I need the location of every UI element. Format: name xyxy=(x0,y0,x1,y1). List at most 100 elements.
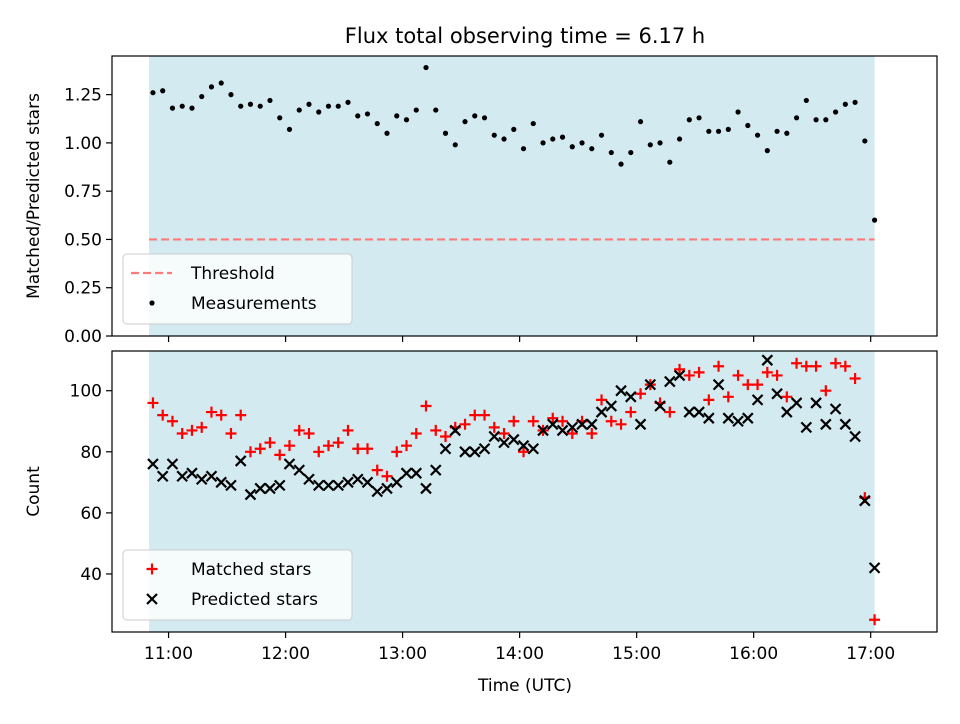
measurements-point xyxy=(754,132,761,138)
measurements-point xyxy=(745,122,751,129)
measurements-point xyxy=(813,117,819,123)
predicted-stars-point xyxy=(264,482,276,495)
measurements-point xyxy=(238,103,244,109)
predicted-stars-point xyxy=(771,387,783,400)
measurements-point xyxy=(618,161,624,167)
x-tick-label: 11:00 xyxy=(144,644,193,664)
predicted-stars-point xyxy=(586,418,598,431)
predicted-stars-point xyxy=(429,464,442,476)
measurements-point xyxy=(491,132,497,138)
matched-stars-point xyxy=(732,369,744,381)
predicted-stars-point xyxy=(742,412,754,424)
predicted-stars-point xyxy=(488,430,501,443)
matched-stars-point xyxy=(527,415,539,427)
predicted-stars-point xyxy=(634,418,647,431)
y-tick-label: 0.75 xyxy=(64,182,102,202)
predicted-stars-point xyxy=(790,397,803,409)
predicted-stars-point xyxy=(859,494,871,507)
measurements-point xyxy=(589,146,595,152)
measurements-point xyxy=(423,64,429,71)
y-tick-label: 100 xyxy=(70,382,102,402)
predicted-stars-point xyxy=(205,470,218,483)
predicted-stars-point xyxy=(595,406,608,418)
measurements-point xyxy=(218,80,224,86)
matched-stars-point xyxy=(781,391,793,403)
chart-title: Flux total observing time = 6.17 h xyxy=(345,24,705,48)
predicted-stars-point xyxy=(712,378,725,391)
axes-frame xyxy=(111,55,938,337)
legend-label: Matched stars xyxy=(191,560,311,580)
matched-stars-point xyxy=(361,443,373,455)
measurements-point xyxy=(472,113,478,119)
measurements-point xyxy=(169,105,176,111)
matched-stars-point xyxy=(703,394,715,406)
measurements-point xyxy=(559,134,566,140)
matched-stars-point xyxy=(488,421,500,433)
measurements-point xyxy=(667,159,673,165)
predicted-stars-point xyxy=(829,403,842,415)
measurements-point xyxy=(676,136,683,142)
measurements-point xyxy=(501,136,507,142)
predicted-stars-point xyxy=(273,479,286,492)
legend-label: Predicted stars xyxy=(191,590,318,610)
matched-stars-point xyxy=(635,388,647,400)
measurements-point xyxy=(296,107,302,113)
matched-stars-point xyxy=(352,443,364,455)
matched-stars-point xyxy=(371,464,383,476)
measurements-point xyxy=(823,117,829,123)
matched-stars-point xyxy=(713,360,725,372)
predicted-stars-point xyxy=(507,433,520,446)
y-tick-label: 80 xyxy=(80,443,102,463)
matched-stars-point xyxy=(410,427,422,439)
matched-stars-point xyxy=(176,427,188,439)
y-tick-label: 1.25 xyxy=(64,86,102,106)
matched-stars-point xyxy=(742,379,754,391)
measurements-point xyxy=(569,144,575,150)
matched-stars-point xyxy=(547,412,559,424)
matched-stars-point xyxy=(693,366,705,378)
predicted-stars-point xyxy=(147,458,159,470)
predicted-stars-point xyxy=(673,369,686,382)
predicted-stars-point xyxy=(371,485,384,498)
predicted-stars-point xyxy=(322,479,335,492)
predicted-stars-point xyxy=(566,421,579,434)
predicted-stars-point xyxy=(683,406,696,418)
measurements-point xyxy=(394,113,400,119)
predicted-stars-point xyxy=(761,354,774,366)
matched-stars-point xyxy=(839,360,851,372)
matched-stars-point xyxy=(420,400,432,412)
x-tick-label: 12:00 xyxy=(261,644,310,664)
predicted-stars-point xyxy=(342,476,354,489)
predicted-stars-point xyxy=(703,412,715,424)
matched-stars-point xyxy=(722,391,734,403)
measurements-point xyxy=(374,120,380,127)
predicted-stars-point xyxy=(468,446,481,458)
y-axis-label: Matched/Predicted stars xyxy=(24,93,44,299)
legend-predicted-swatch xyxy=(146,593,158,605)
measurements-point xyxy=(637,119,644,125)
measurements-point xyxy=(764,148,770,154)
measurements-point xyxy=(842,101,848,107)
measurements-point xyxy=(832,109,839,115)
measurements-point xyxy=(511,126,517,132)
matched-stars-point xyxy=(235,409,247,421)
predicted-stars-point xyxy=(156,470,169,483)
matched-stars-point xyxy=(518,446,530,458)
matched-stars-point xyxy=(244,446,256,458)
matched-stars-point xyxy=(625,406,637,418)
matched-stars-point xyxy=(440,431,452,443)
predicted-stars-point xyxy=(722,412,735,424)
measurements-point xyxy=(257,103,263,109)
measurements-point xyxy=(657,140,663,146)
matched-stars-point xyxy=(586,427,598,439)
predicted-stars-point xyxy=(751,394,764,406)
measurements-point xyxy=(540,140,546,146)
predicted-stars-point xyxy=(732,415,744,428)
predicted-stars-point xyxy=(254,482,267,495)
matched-stars-point xyxy=(557,415,569,427)
matched-stars-point xyxy=(322,440,334,452)
legend-matched-swatch xyxy=(146,563,158,575)
matched-stars-point xyxy=(849,372,861,384)
matched-stars-point xyxy=(186,424,198,436)
measurements-point xyxy=(160,88,166,94)
